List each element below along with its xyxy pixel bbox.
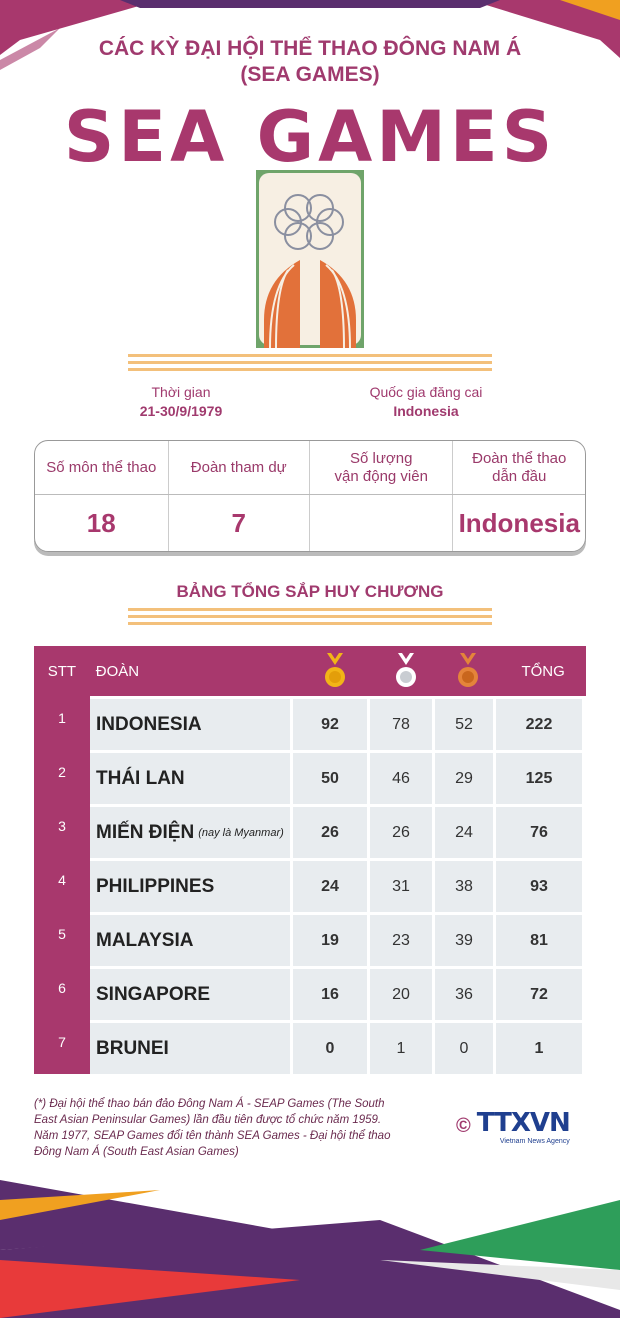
row-total: 76 bbox=[496, 807, 582, 858]
supertitle-line-1: CÁC KỲ ĐẠI HỘI THỂ THAO ĐÔNG NAM Á bbox=[98, 37, 522, 60]
gold-medal-icon bbox=[298, 653, 372, 689]
row-gold: 26 bbox=[293, 807, 367, 858]
time-info: Thời gian 21-30/9/1979 bbox=[96, 384, 266, 419]
leader-value: Indonesia bbox=[458, 508, 580, 538]
row-silver: 20 bbox=[370, 969, 432, 1020]
stats-box: Số môn thể thao Đoàn tham dự Số lượng vậ… bbox=[34, 440, 586, 552]
row-total: 125 bbox=[496, 753, 582, 804]
leader-label-line-1: Đoàn thể thao bbox=[472, 449, 567, 467]
row-stt: 1 bbox=[34, 696, 90, 750]
brand-sub: Vietnam News Agency bbox=[499, 1138, 570, 1145]
time-label: Thời gian bbox=[151, 384, 211, 400]
medal-table-title: BẢNG TỔNG SẮP HUY CHƯƠNG bbox=[176, 582, 444, 601]
sports-label: Số môn thể thao bbox=[35, 441, 169, 494]
table-row: 4 PHILIPPINES 24 31 38 93 bbox=[34, 858, 586, 912]
row-team: PHILIPPINES bbox=[90, 861, 290, 912]
sea-games-logo bbox=[256, 170, 364, 349]
row-bronze: 39 bbox=[435, 915, 493, 966]
row-bronze: 24 bbox=[435, 807, 493, 858]
row-total: 72 bbox=[496, 969, 582, 1020]
row-stt: 2 bbox=[34, 750, 90, 804]
row-stt: 4 bbox=[34, 858, 90, 912]
supertitle-line-2: (SEA GAMES) bbox=[240, 63, 380, 86]
header-team: ĐOÀN bbox=[95, 662, 140, 680]
top-decoration bbox=[0, 0, 620, 70]
row-stt: 5 bbox=[34, 912, 90, 966]
leader-label: Đoàn thể thao dẫn đầu bbox=[453, 441, 585, 494]
row-gold: 24 bbox=[293, 861, 367, 912]
divider-stripes-top bbox=[128, 354, 492, 371]
table-row: 5 MALAYSIA 19 23 39 81 bbox=[34, 912, 586, 966]
team-name: MALAYSIA bbox=[96, 929, 194, 951]
row-team: INDONESIA bbox=[90, 699, 290, 750]
row-total: 222 bbox=[496, 699, 582, 750]
row-gold: 92 bbox=[293, 699, 367, 750]
time-value: 21-30/9/1979 bbox=[139, 403, 223, 419]
team-name: THÁI LAN bbox=[96, 767, 185, 789]
row-gold: 16 bbox=[293, 969, 367, 1020]
table-row: 3 MIẾN ĐIỆN (nay là Myanmar) 26 26 24 76 bbox=[34, 804, 586, 858]
divider-stripes-medal bbox=[128, 608, 492, 625]
header-stt: STT bbox=[47, 662, 77, 680]
row-team: BRUNEI bbox=[90, 1023, 290, 1074]
row-total: 81 bbox=[496, 915, 582, 966]
row-bronze: 52 bbox=[435, 699, 493, 750]
row-bronze: 36 bbox=[435, 969, 493, 1020]
row-silver: 46 bbox=[370, 753, 432, 804]
row-team: THÁI LAN bbox=[90, 753, 290, 804]
team-name: MIẾN ĐIỆN bbox=[96, 821, 195, 843]
row-stt: 6 bbox=[34, 966, 90, 1020]
team-name: SINGAPORE bbox=[96, 983, 211, 1005]
row-silver: 23 bbox=[370, 915, 432, 966]
header-total: TỔNG bbox=[521, 662, 565, 680]
bronze-medal-icon bbox=[440, 653, 498, 689]
row-total: 93 bbox=[496, 861, 582, 912]
athletes-label-line-2: vận động viên bbox=[334, 467, 428, 485]
row-bronze: 38 bbox=[435, 861, 493, 912]
host-label: Quốc gia đăng cai bbox=[369, 384, 483, 400]
team-name: PHILIPPINES bbox=[96, 875, 215, 897]
table-row: 2 THÁI LAN 50 46 29 125 bbox=[34, 750, 586, 804]
row-stt: 7 bbox=[34, 1020, 90, 1074]
row-bronze: 0 bbox=[435, 1023, 493, 1074]
host-value: Indonesia bbox=[393, 403, 459, 419]
team-name: INDONESIA bbox=[96, 713, 202, 735]
row-team: MALAYSIA bbox=[90, 915, 290, 966]
athletes-value bbox=[310, 495, 454, 551]
footnote: (*) Đại hội thể thao bán đảo Đông Nam Á … bbox=[34, 1098, 391, 1158]
table-row: 6 SINGAPORE 16 20 36 72 bbox=[34, 966, 586, 1020]
table-row: 7 BRUNEI 0 1 0 1 bbox=[34, 1020, 586, 1074]
row-gold: 19 bbox=[293, 915, 367, 966]
row-total: 1 bbox=[496, 1023, 582, 1074]
medal-table: STT ĐOÀN TỔNG 1 INDONESIA 92 78 52 222 2… bbox=[34, 646, 586, 1074]
host-info: Quốc gia đăng cai Indonesia bbox=[346, 384, 506, 419]
row-stt: 3 bbox=[34, 804, 90, 858]
leader-label-line-2: dẫn đầu bbox=[492, 467, 547, 485]
silver-medal-icon bbox=[375, 653, 437, 689]
athletes-label-line-1: Số lượng bbox=[350, 449, 413, 467]
medal-table-header: STT ĐOÀN TỔNG bbox=[34, 646, 586, 696]
row-gold: 50 bbox=[293, 753, 367, 804]
table-row: 1 INDONESIA 92 78 52 222 bbox=[34, 696, 586, 750]
team-note: (nay là Myanmar) bbox=[198, 826, 284, 839]
row-team: SINGAPORE bbox=[90, 969, 290, 1020]
sports-value: 18 bbox=[35, 495, 169, 551]
athletes-label: Số lượng vận động viên bbox=[310, 441, 454, 494]
teams-value: 7 bbox=[169, 495, 310, 551]
team-name: BRUNEI bbox=[96, 1037, 169, 1059]
row-team: MIẾN ĐIỆN (nay là Myanmar) bbox=[90, 807, 290, 858]
row-silver: 78 bbox=[370, 699, 432, 750]
brand-logo: © TTXVN Vietnam News Agency bbox=[456, 1108, 571, 1145]
row-silver: 1 bbox=[370, 1023, 432, 1074]
teams-label: Đoàn tham dự bbox=[169, 441, 310, 494]
row-silver: 31 bbox=[370, 861, 432, 912]
bottom-decoration bbox=[0, 1160, 620, 1318]
brand-name: TTXVN bbox=[476, 1108, 571, 1138]
row-gold: 0 bbox=[293, 1023, 367, 1074]
row-bronze: 29 bbox=[435, 753, 493, 804]
copyright-icon: © bbox=[456, 1115, 471, 1137]
row-silver: 26 bbox=[370, 807, 432, 858]
